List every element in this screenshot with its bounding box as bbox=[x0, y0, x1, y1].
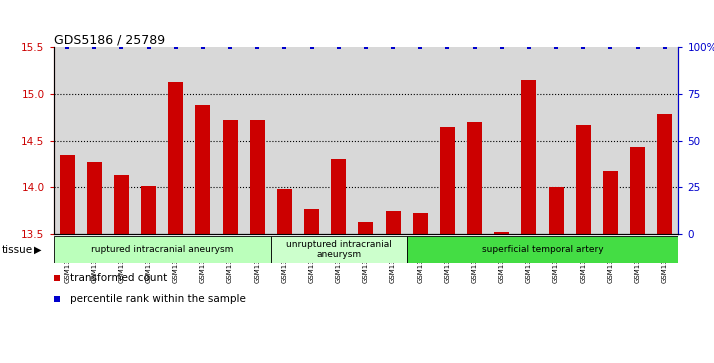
Bar bbox=[277, 189, 292, 234]
Bar bbox=[141, 185, 156, 234]
Text: ruptured intracranial aneurysm: ruptured intracranial aneurysm bbox=[91, 245, 233, 254]
Text: superficial temporal artery: superficial temporal artery bbox=[482, 245, 603, 254]
Bar bbox=[60, 155, 74, 234]
Bar bbox=[575, 125, 590, 234]
Text: transformed count: transformed count bbox=[71, 273, 168, 283]
Text: unruptured intracranial
aneurysm: unruptured intracranial aneurysm bbox=[286, 240, 392, 259]
Bar bbox=[304, 209, 319, 234]
Bar bbox=[358, 222, 373, 234]
Bar bbox=[196, 105, 211, 234]
Bar bbox=[603, 171, 618, 234]
Bar bbox=[521, 80, 536, 234]
Text: GDS5186 / 25789: GDS5186 / 25789 bbox=[54, 33, 165, 46]
Text: percentile rank within the sample: percentile rank within the sample bbox=[71, 294, 246, 305]
FancyBboxPatch shape bbox=[271, 237, 407, 263]
Bar bbox=[548, 187, 563, 234]
Text: ▶: ▶ bbox=[34, 245, 42, 254]
Bar bbox=[223, 120, 238, 234]
FancyBboxPatch shape bbox=[54, 237, 271, 263]
Bar bbox=[630, 147, 645, 234]
Bar bbox=[440, 127, 455, 234]
Bar bbox=[169, 82, 183, 234]
Bar bbox=[114, 175, 129, 234]
Bar bbox=[467, 122, 482, 234]
Bar bbox=[494, 232, 509, 234]
Text: tissue: tissue bbox=[1, 245, 33, 254]
Bar bbox=[87, 162, 102, 234]
Bar bbox=[413, 213, 428, 234]
Bar bbox=[658, 114, 672, 234]
Bar bbox=[386, 211, 401, 234]
Bar bbox=[331, 159, 346, 234]
Bar bbox=[250, 120, 265, 234]
FancyBboxPatch shape bbox=[407, 237, 678, 263]
